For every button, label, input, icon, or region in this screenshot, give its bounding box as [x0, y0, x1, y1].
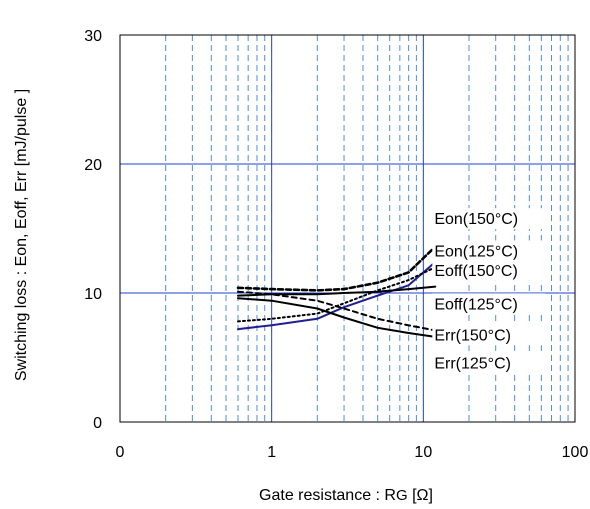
x-tick-label: 1 [267, 444, 276, 461]
annotation-bg [432, 324, 546, 346]
curve-label: Eon(125°C) [434, 243, 518, 260]
annotation-bg [432, 259, 546, 281]
tick-layer: 0 1 10 100 0 10 20 30 [84, 28, 588, 461]
curve-label: Eoff(150°C) [434, 263, 517, 280]
y-axis-label: Switching loss : Eon, Eoff, Err [mJ/puls… [13, 89, 30, 381]
annotation-bg [432, 293, 546, 315]
series-layer [236, 245, 437, 338]
curve-label: Err(125°C) [434, 356, 511, 373]
x-axis-label: Gate resistance : RG [Ω] [259, 487, 433, 504]
x-tick-label: 100 [562, 444, 589, 461]
annotation-layer: Eon(150°C) Eon(125°C) Eoff(150°C) Eoff(125°… [432, 208, 546, 374]
series-line-3 [236, 245, 437, 292]
curve-label: Eon(150°C) [434, 211, 518, 228]
x-tick-label: 10 [414, 444, 432, 461]
y-tick-label: 30 [84, 28, 102, 45]
series-line-1 [237, 261, 437, 331]
y-tick-label: 0 [93, 415, 102, 432]
annotation-bg [432, 208, 546, 230]
curve-label: Err(150°C) [434, 327, 511, 344]
annotation-bg [432, 352, 546, 374]
curve-label: Eoff(125°C) [434, 296, 517, 313]
annotation-bg [432, 240, 546, 262]
plot-frame [119, 34, 576, 423]
x-tick-label: 0 [116, 444, 125, 461]
series-line-2 [237, 266, 437, 323]
y-tick-label: 10 [84, 286, 102, 303]
y-tick-label: 20 [84, 157, 102, 174]
series-line-4 [237, 285, 437, 297]
series-line-6 [237, 297, 437, 338]
series-line-5 [237, 290, 437, 332]
